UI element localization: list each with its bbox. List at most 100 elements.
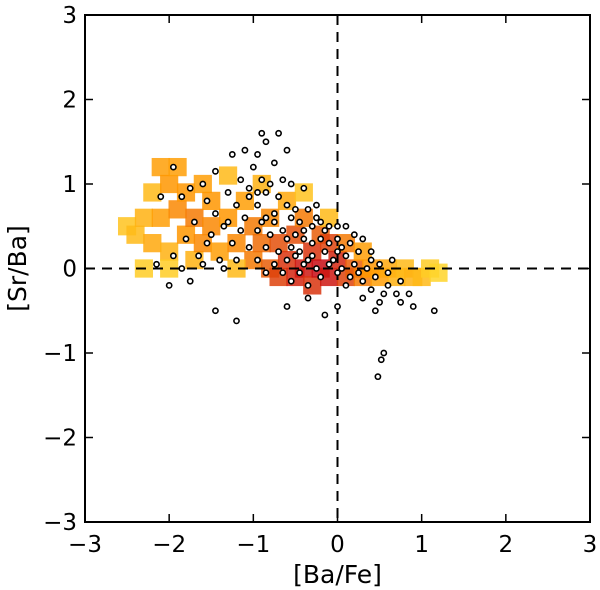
data-point [296,248,304,255]
data-point [245,243,253,251]
density-cell [168,157,187,177]
data-point [388,256,396,264]
data-point [342,252,350,260]
data-point [237,227,245,234]
data-point [321,248,329,255]
data-point [258,176,266,184]
data-point [325,260,333,268]
data-point [300,235,308,243]
density-cell [143,183,162,202]
data-point [308,222,316,230]
data-point [287,214,295,222]
density-cell [319,208,339,227]
data-point [224,189,232,196]
data-point [359,235,367,243]
data-point [283,256,291,264]
data-point [212,210,219,217]
y-tick-label: 1 [62,172,77,198]
data-point [245,184,253,192]
x-tick-label: 1 [414,532,429,558]
data-point [321,311,329,319]
data-point [380,290,388,298]
x-tick-label: 3 [583,532,598,558]
data-point [203,197,211,205]
data-point [292,252,299,260]
data-point [380,349,388,357]
data-point [334,303,341,310]
data-point [304,256,312,264]
data-point [233,256,240,264]
data-point [371,307,379,315]
data-point [308,252,316,260]
density-cell [244,250,263,270]
data-point [220,265,228,272]
data-point [283,201,291,209]
x-tick-label: −1 [236,532,270,558]
data-point [254,189,261,196]
density-cell [227,259,246,278]
data-point [270,159,278,167]
data-point [245,193,253,201]
data-point [199,180,207,188]
data-point [346,273,354,281]
data-point [279,227,287,234]
data-point [317,273,325,281]
data-point [334,248,341,255]
data-point [397,298,405,306]
data-point [359,294,367,302]
density-cell [143,234,162,253]
data-point [254,201,261,209]
data-point [334,269,341,277]
data-point [384,269,392,277]
data-point [287,180,295,188]
x-tick-label: 2 [499,532,514,558]
data-point [224,218,232,226]
density-cell [126,225,145,244]
data-point [178,193,186,201]
data-point [300,184,308,192]
data-point [270,218,278,226]
data-point [275,193,282,201]
data-point [300,227,308,234]
data-point [346,239,354,247]
density-cell [168,200,187,219]
density-cell [269,234,288,253]
data-point [258,218,266,226]
data-point [377,356,385,364]
data-point [317,235,325,243]
data-point [350,260,358,268]
density-cell [160,259,179,278]
data-point [270,210,278,217]
data-point [233,317,240,325]
data-point [262,138,270,146]
data-point [304,294,312,302]
data-point [199,260,207,268]
data-point [287,243,295,251]
data-point [157,193,165,201]
data-point [275,248,282,255]
y-tick-label: −1 [43,341,77,367]
density-cell [353,242,372,261]
data-point [153,260,160,268]
x-axis-label: [Ba/Fe] [293,560,382,589]
data-point [292,205,299,213]
data-point [329,256,337,264]
density-cell [303,242,322,261]
density-cell [277,191,297,211]
data-point [169,252,177,260]
data-point [186,184,194,192]
points-layer [153,129,438,381]
data-point [384,281,392,289]
data-point [313,265,320,272]
x-tick-label: −3 [68,532,102,558]
data-point [405,290,413,298]
density-cell [303,276,322,295]
y-axis-label: [Sr/Ba] [3,225,32,312]
data-point [212,167,219,175]
data-point [228,239,236,247]
data-point [178,265,186,272]
density-cell [134,208,154,227]
density-cell [185,208,204,227]
data-point [367,248,375,255]
